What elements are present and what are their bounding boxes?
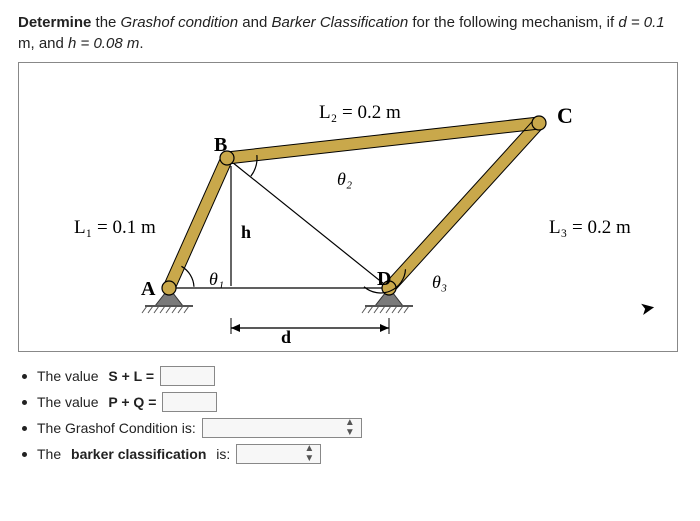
- answer-row-grashof: The Grashof Condition is: ▲▼: [18, 418, 682, 438]
- bullet-icon: [22, 452, 27, 457]
- prompt-mid3: for the following mechanism, if: [408, 14, 618, 31]
- input-s-plus-l[interactable]: [160, 366, 215, 386]
- prompt-mid1: the: [91, 14, 120, 31]
- answers-block: The value S + L = The value P + Q = The …: [18, 366, 682, 464]
- row1-pre: The value: [37, 368, 102, 384]
- prompt-mid2: and: [238, 14, 271, 31]
- row4-post: is:: [212, 446, 230, 462]
- row1-expr: S + L =: [108, 368, 154, 384]
- updown-icon: ▲▼: [304, 444, 314, 464]
- question-prompt: Determine the Grashof condition and Bark…: [18, 12, 682, 54]
- row2-pre: The value: [37, 394, 102, 410]
- svg-text:L₂ = 0.2 m: L₂ = 0.2 m: [319, 102, 401, 123]
- prompt-term2: Barker Classification: [272, 14, 409, 31]
- svg-text:B: B: [214, 134, 227, 156]
- select-barker[interactable]: ▲▼: [236, 444, 321, 464]
- row3-label: The Grashof Condition is:: [37, 420, 196, 436]
- svg-text:D: D: [377, 268, 391, 290]
- mechanism-svg: L₁ = 0.1 m L₂ = 0.2 m L₃ = 0.2 m h d θ₁ θ₂ θ₃ A B…: [19, 63, 679, 353]
- svg-text:A: A: [141, 278, 156, 300]
- select-grashof[interactable]: ▲▼: [202, 418, 362, 438]
- prompt-end: .: [139, 35, 143, 52]
- cursor-icon: ➤: [638, 297, 657, 320]
- svg-text:θ₁: θ₁: [209, 269, 224, 289]
- bullet-icon: [22, 426, 27, 431]
- svg-text:L₃ = 0.2 m: L₃ = 0.2 m: [549, 217, 631, 238]
- row4-pre: The: [37, 446, 65, 462]
- prompt-lead: Determine: [18, 14, 91, 31]
- svg-text:θ₃: θ₃: [432, 272, 447, 292]
- prompt-var2: h = 0.08 m: [68, 35, 139, 52]
- answer-row-p-plus-q: The value P + Q =: [18, 392, 682, 412]
- svg-text:h: h: [241, 222, 251, 242]
- updown-icon: ▲▼: [345, 418, 355, 438]
- answer-row-barker: The barker classification is: ▲▼: [18, 444, 682, 464]
- prompt-mid4: m, and: [18, 35, 68, 52]
- row2-expr: P + Q =: [108, 394, 156, 410]
- svg-text:L₁ = 0.1 m: L₁ = 0.1 m: [74, 217, 156, 238]
- row4-bold: barker classification: [71, 446, 206, 462]
- input-p-plus-q[interactable]: [162, 392, 217, 412]
- svg-text:d: d: [281, 327, 291, 347]
- bullet-icon: [22, 400, 27, 405]
- prompt-var1: d = 0.1: [618, 14, 664, 31]
- page-root: Determine the Grashof condition and Bark…: [0, 0, 700, 521]
- svg-text:θ₂: θ₂: [337, 169, 352, 189]
- answer-row-s-plus-l: The value S + L =: [18, 366, 682, 386]
- prompt-term1: Grashof condition: [121, 14, 239, 31]
- mechanism-figure: L₁ = 0.1 m L₂ = 0.2 m L₃ = 0.2 m h d θ₁ θ₂ θ₃ A B…: [18, 62, 678, 352]
- bullet-icon: [22, 374, 27, 379]
- svg-text:C: C: [557, 103, 573, 128]
